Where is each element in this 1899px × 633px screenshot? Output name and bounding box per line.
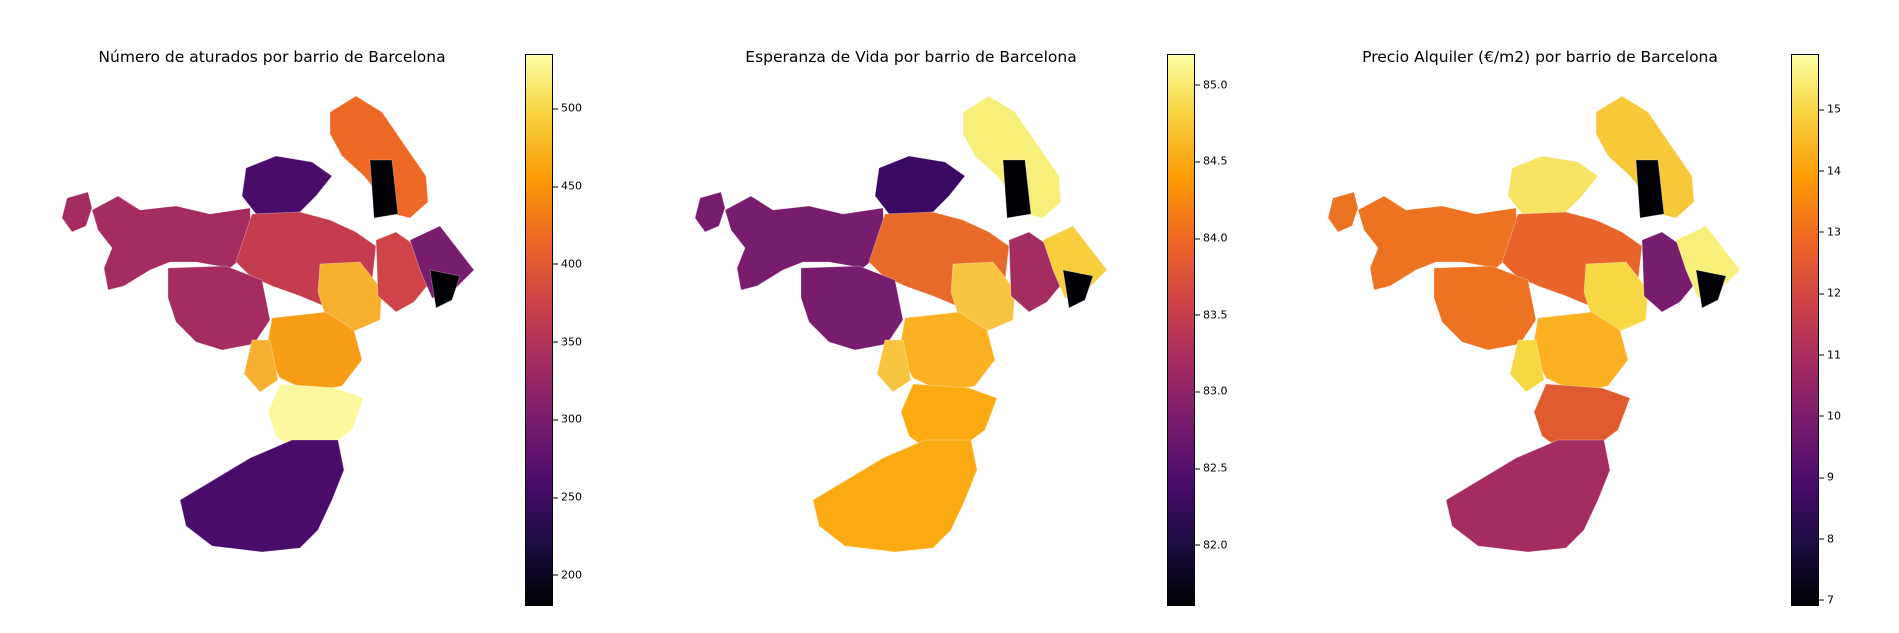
neighbourhood-northeast <box>1595 95 1695 219</box>
neighbourhood-port <box>812 439 978 553</box>
unemployment-map-title: Número de aturados por barrio de Barcelo… <box>98 48 446 66</box>
colorbar-tick-label: 13 <box>1819 225 1841 239</box>
unemployment-map-panel: Número de aturados por barrio de Barcelo… <box>0 0 633 633</box>
neighbourhood-dark <box>1002 159 1032 219</box>
unemployment-map <box>61 95 475 553</box>
neighbourhood-northeast <box>329 95 429 219</box>
map-regions <box>694 95 1108 553</box>
neighbourhood-port <box>179 439 345 553</box>
colorbar-tick-label: 82.5 <box>1195 461 1228 475</box>
colorbar-tick-label: 84.0 <box>1195 231 1228 245</box>
neighbourhood-dark <box>1695 269 1727 309</box>
colorbar-tick-label: 83.5 <box>1195 308 1228 322</box>
colorbar-tick-label: 450 <box>553 179 582 193</box>
map-regions <box>1327 95 1741 553</box>
neighbourhood-north <box>241 155 333 217</box>
neighbourhood-west <box>724 195 886 291</box>
colorbar-tick-label: 84.5 <box>1195 154 1228 168</box>
neighbourhood-dark <box>1635 159 1665 219</box>
neighbourhood-port <box>1445 439 1611 553</box>
colorbar-tick-label: 11 <box>1819 348 1841 362</box>
rent-price-map <box>1327 95 1741 553</box>
neighbourhood-north <box>874 155 966 217</box>
neighbourhood-dark <box>369 159 399 219</box>
neighbourhood-west <box>167 265 271 351</box>
colorbar-tick-label: 10 <box>1819 409 1841 423</box>
life-expectancy-colorbar <box>1167 54 1195 606</box>
neighbourhood-west <box>61 191 93 233</box>
rent-price-map-title: Precio Alquiler (€/m2) por barrio de Bar… <box>1362 48 1718 66</box>
neighbourhood-west <box>1357 195 1519 291</box>
neighbourhood-west <box>800 265 904 351</box>
colorbar-tick-label: 500 <box>553 101 582 115</box>
colorbar-tick-label: 200 <box>553 568 582 582</box>
colorbar-tick-label: 7 <box>1819 593 1834 607</box>
neighbourhood-west <box>1327 191 1359 233</box>
neighbourhood-hot <box>243 339 279 393</box>
neighbourhood-hot <box>1509 339 1545 393</box>
neighbourhood-northeast <box>962 95 1062 219</box>
neighbourhood-hot <box>317 261 383 333</box>
colorbar-tick-label: 14 <box>1819 164 1841 178</box>
colorbar-tick-label: 400 <box>553 257 582 271</box>
rent-price-map-panel: Precio Alquiler (€/m2) por barrio de Bar… <box>1266 0 1899 633</box>
neighbourhood-west <box>694 191 726 233</box>
colorbar-tick-label: 15 <box>1819 102 1841 116</box>
neighbourhood-dark <box>429 269 461 309</box>
map-regions <box>61 95 475 553</box>
neighbourhood-west <box>1433 265 1537 351</box>
neighbourhood-north <box>1507 155 1599 217</box>
neighbourhood-dark <box>1062 269 1094 309</box>
unemployment-colorbar <box>525 54 553 606</box>
colorbar-tick-label: 250 <box>553 490 582 504</box>
colorbar-tick-label: 12 <box>1819 286 1841 300</box>
colorbar-tick-label: 8 <box>1819 532 1834 546</box>
life-expectancy-map-panel: Esperanza de Vida por barrio de Barcelon… <box>633 0 1266 633</box>
colorbar-tick-label: 83.0 <box>1195 384 1228 398</box>
colorbar-tick-label: 350 <box>553 335 582 349</box>
colorbar-tick-label: 300 <box>553 412 582 426</box>
neighbourhood-hot <box>1583 261 1649 333</box>
rent-price-colorbar <box>1791 54 1819 606</box>
life-expectancy-map-title: Esperanza de Vida por barrio de Barcelon… <box>745 48 1077 66</box>
neighbourhood-hot <box>950 261 1016 333</box>
neighbourhood-hot <box>876 339 912 393</box>
colorbar-tick-label: 9 <box>1819 470 1834 484</box>
life-expectancy-map <box>694 95 1108 553</box>
colorbar-tick-label: 85.0 <box>1195 78 1228 92</box>
neighbourhood-west <box>91 195 253 291</box>
colorbar-tick-label: 82.0 <box>1195 538 1228 552</box>
